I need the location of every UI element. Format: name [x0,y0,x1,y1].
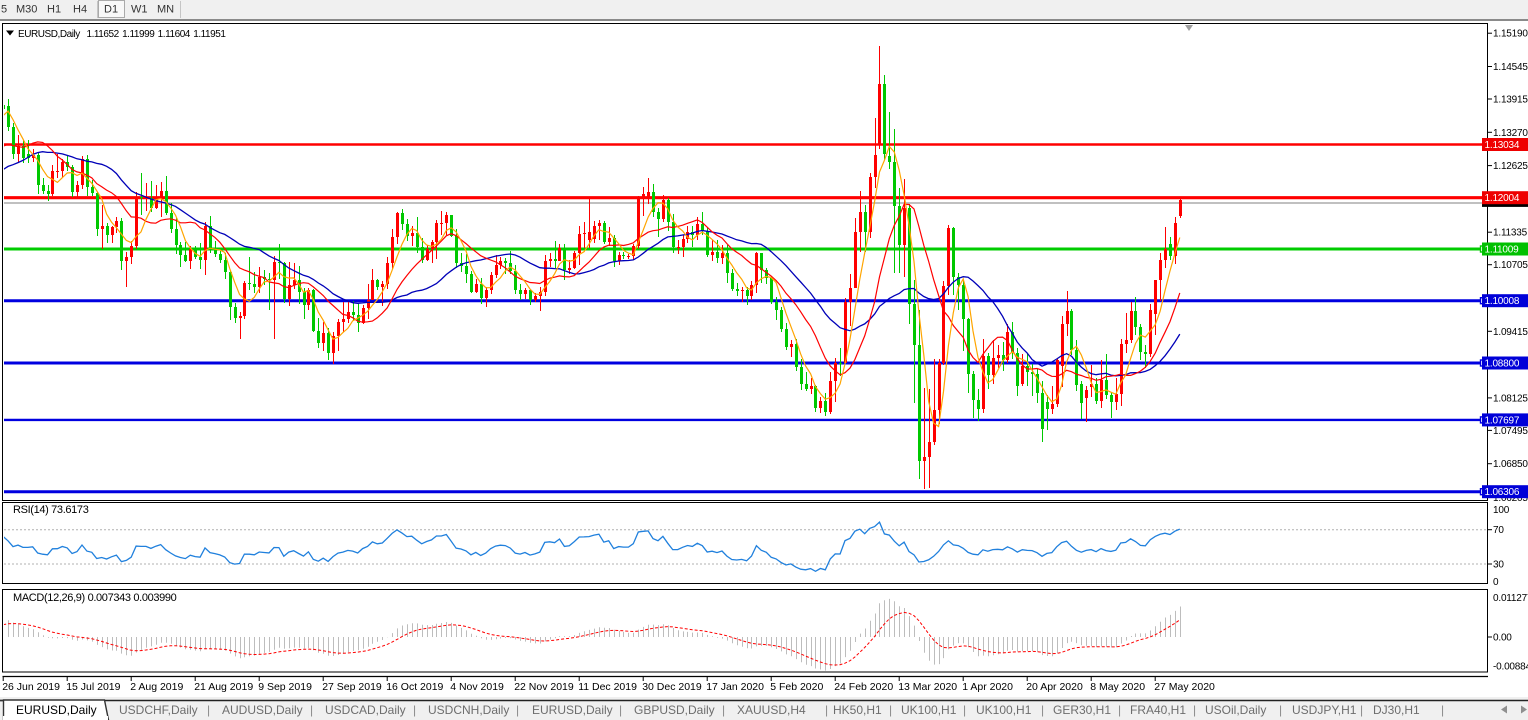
svg-text:0.00: 0.00 [1493,633,1512,644]
svg-text:|: | [619,703,622,717]
svg-text:UK100,H1: UK100,H1 [901,703,957,717]
svg-text:|: | [207,703,210,717]
svg-text:HK50,H1: HK50,H1 [833,703,882,717]
svg-text:1.12625: 1.12625 [1493,161,1528,172]
svg-text:|: | [1441,703,1444,717]
svg-text:1.11009: 1.11009 [1485,245,1520,256]
svg-text:0.011277: 0.011277 [1493,593,1528,604]
svg-text:22 Nov 2019: 22 Nov 2019 [514,681,574,693]
svg-text:9 Sep 2019: 9 Sep 2019 [258,681,312,693]
svg-text:1.08125: 1.08125 [1493,393,1528,404]
svg-text:RSI(14) 73.6173: RSI(14) 73.6173 [13,504,89,516]
svg-text:17 Jan 2020: 17 Jan 2020 [706,681,764,693]
svg-text:11 Dec 2019: 11 Dec 2019 [578,681,637,693]
svg-text:|: | [516,703,519,717]
svg-text:1.11335: 1.11335 [1493,228,1528,239]
svg-text:27 May 2020: 27 May 2020 [1154,681,1215,693]
svg-text:1.08800: 1.08800 [1485,359,1520,370]
svg-text:24 Feb 2020: 24 Feb 2020 [834,681,893,693]
svg-text:1.07697: 1.07697 [1485,415,1520,426]
svg-text:0: 0 [1493,577,1499,588]
svg-text:USDCNH,Daily: USDCNH,Daily [428,703,509,717]
svg-text:-0.00884: -0.00884 [1493,662,1528,673]
svg-text:100: 100 [1493,505,1510,516]
svg-text:EURUSD,Daily 1.11652 1.11999: EURUSD,Daily 1.11652 1.11999 1.11604 1.1… [18,29,226,40]
svg-text:21 Aug 2019: 21 Aug 2019 [194,681,253,693]
svg-text:1 Apr 2020: 1 Apr 2020 [962,681,1013,693]
svg-text:5: 5 [1,4,7,16]
svg-text:1.10008: 1.10008 [1485,296,1520,307]
svg-text:2 Aug 2019: 2 Aug 2019 [130,681,183,693]
svg-text:|: | [889,703,892,717]
svg-text:4 Nov 2019: 4 Nov 2019 [450,681,504,693]
svg-text:1.06205: 1.06205 [1493,493,1528,504]
svg-text:XAUUSD,H4: XAUUSD,H4 [737,703,806,717]
svg-text:13 Mar 2020: 13 Mar 2020 [898,681,957,693]
svg-text:USDCAD,Daily: USDCAD,Daily [325,703,406,717]
svg-text:|: | [1279,703,1282,717]
svg-text:8 May 2020: 8 May 2020 [1090,681,1145,693]
svg-text:16 Oct 2019: 16 Oct 2019 [386,681,443,693]
svg-text:1.07495: 1.07495 [1493,426,1528,437]
svg-text:1.13915: 1.13915 [1493,95,1528,106]
svg-text:1.06306: 1.06306 [1485,487,1520,498]
svg-text:H4: H4 [73,4,87,16]
svg-text:1.12004: 1.12004 [1485,193,1520,204]
svg-text:MACD(12,26,9) 0.007343 0.00399: MACD(12,26,9) 0.007343 0.003990 [13,592,177,604]
svg-text:26 Jun 2019: 26 Jun 2019 [2,681,60,693]
svg-text:H1: H1 [47,4,61,16]
svg-text:|: | [1193,703,1196,717]
svg-text:EURUSD,Daily: EURUSD,Daily [532,703,613,717]
svg-text:15 Jul 2019: 15 Jul 2019 [66,681,120,693]
svg-text:GER30,H1: GER30,H1 [1053,703,1111,717]
svg-text:1.06850: 1.06850 [1493,459,1528,470]
svg-text:MN: MN [157,4,174,16]
svg-text:AUDUSD,Daily: AUDUSD,Daily [222,703,303,717]
svg-text:USDJPY,H1: USDJPY,H1 [1292,703,1357,717]
svg-text:|: | [1041,703,1044,717]
svg-text:1.10705: 1.10705 [1493,260,1528,271]
svg-text:DJ30,H1: DJ30,H1 [1373,703,1420,717]
svg-text:70: 70 [1493,525,1504,536]
svg-text:GBPUSD,Daily: GBPUSD,Daily [634,703,715,717]
svg-text:1.15190: 1.15190 [1493,29,1528,40]
svg-text:D1: D1 [104,4,118,16]
svg-text:27 Sep 2019: 27 Sep 2019 [322,681,382,693]
svg-text:|: | [825,703,828,717]
svg-text:1.13270: 1.13270 [1493,128,1528,139]
svg-text:|: | [310,703,313,717]
svg-text:FRA40,H1: FRA40,H1 [1130,703,1186,717]
svg-text:20 Apr 2020: 20 Apr 2020 [1026,681,1083,693]
svg-text:|: | [1360,703,1363,717]
svg-text:USOil,Daily: USOil,Daily [1205,703,1266,717]
svg-text:|: | [722,703,725,717]
svg-text:1.14545: 1.14545 [1493,62,1528,73]
svg-text:W1: W1 [131,4,148,16]
svg-text:30 Dec 2019: 30 Dec 2019 [642,681,702,693]
svg-text:USDCHF,Daily: USDCHF,Daily [119,703,198,717]
svg-text:M30: M30 [16,4,37,16]
svg-text:|: | [963,703,966,717]
svg-text:|: | [413,703,416,717]
svg-text:1.13034: 1.13034 [1485,140,1520,151]
svg-text:EURUSD,Daily: EURUSD,Daily [16,703,97,717]
svg-text:30: 30 [1493,560,1504,571]
svg-text:|: | [1118,703,1121,717]
svg-text:5 Feb 2020: 5 Feb 2020 [770,681,823,693]
svg-text:UK100,H1: UK100,H1 [976,703,1032,717]
svg-text:1.09415: 1.09415 [1493,327,1528,338]
